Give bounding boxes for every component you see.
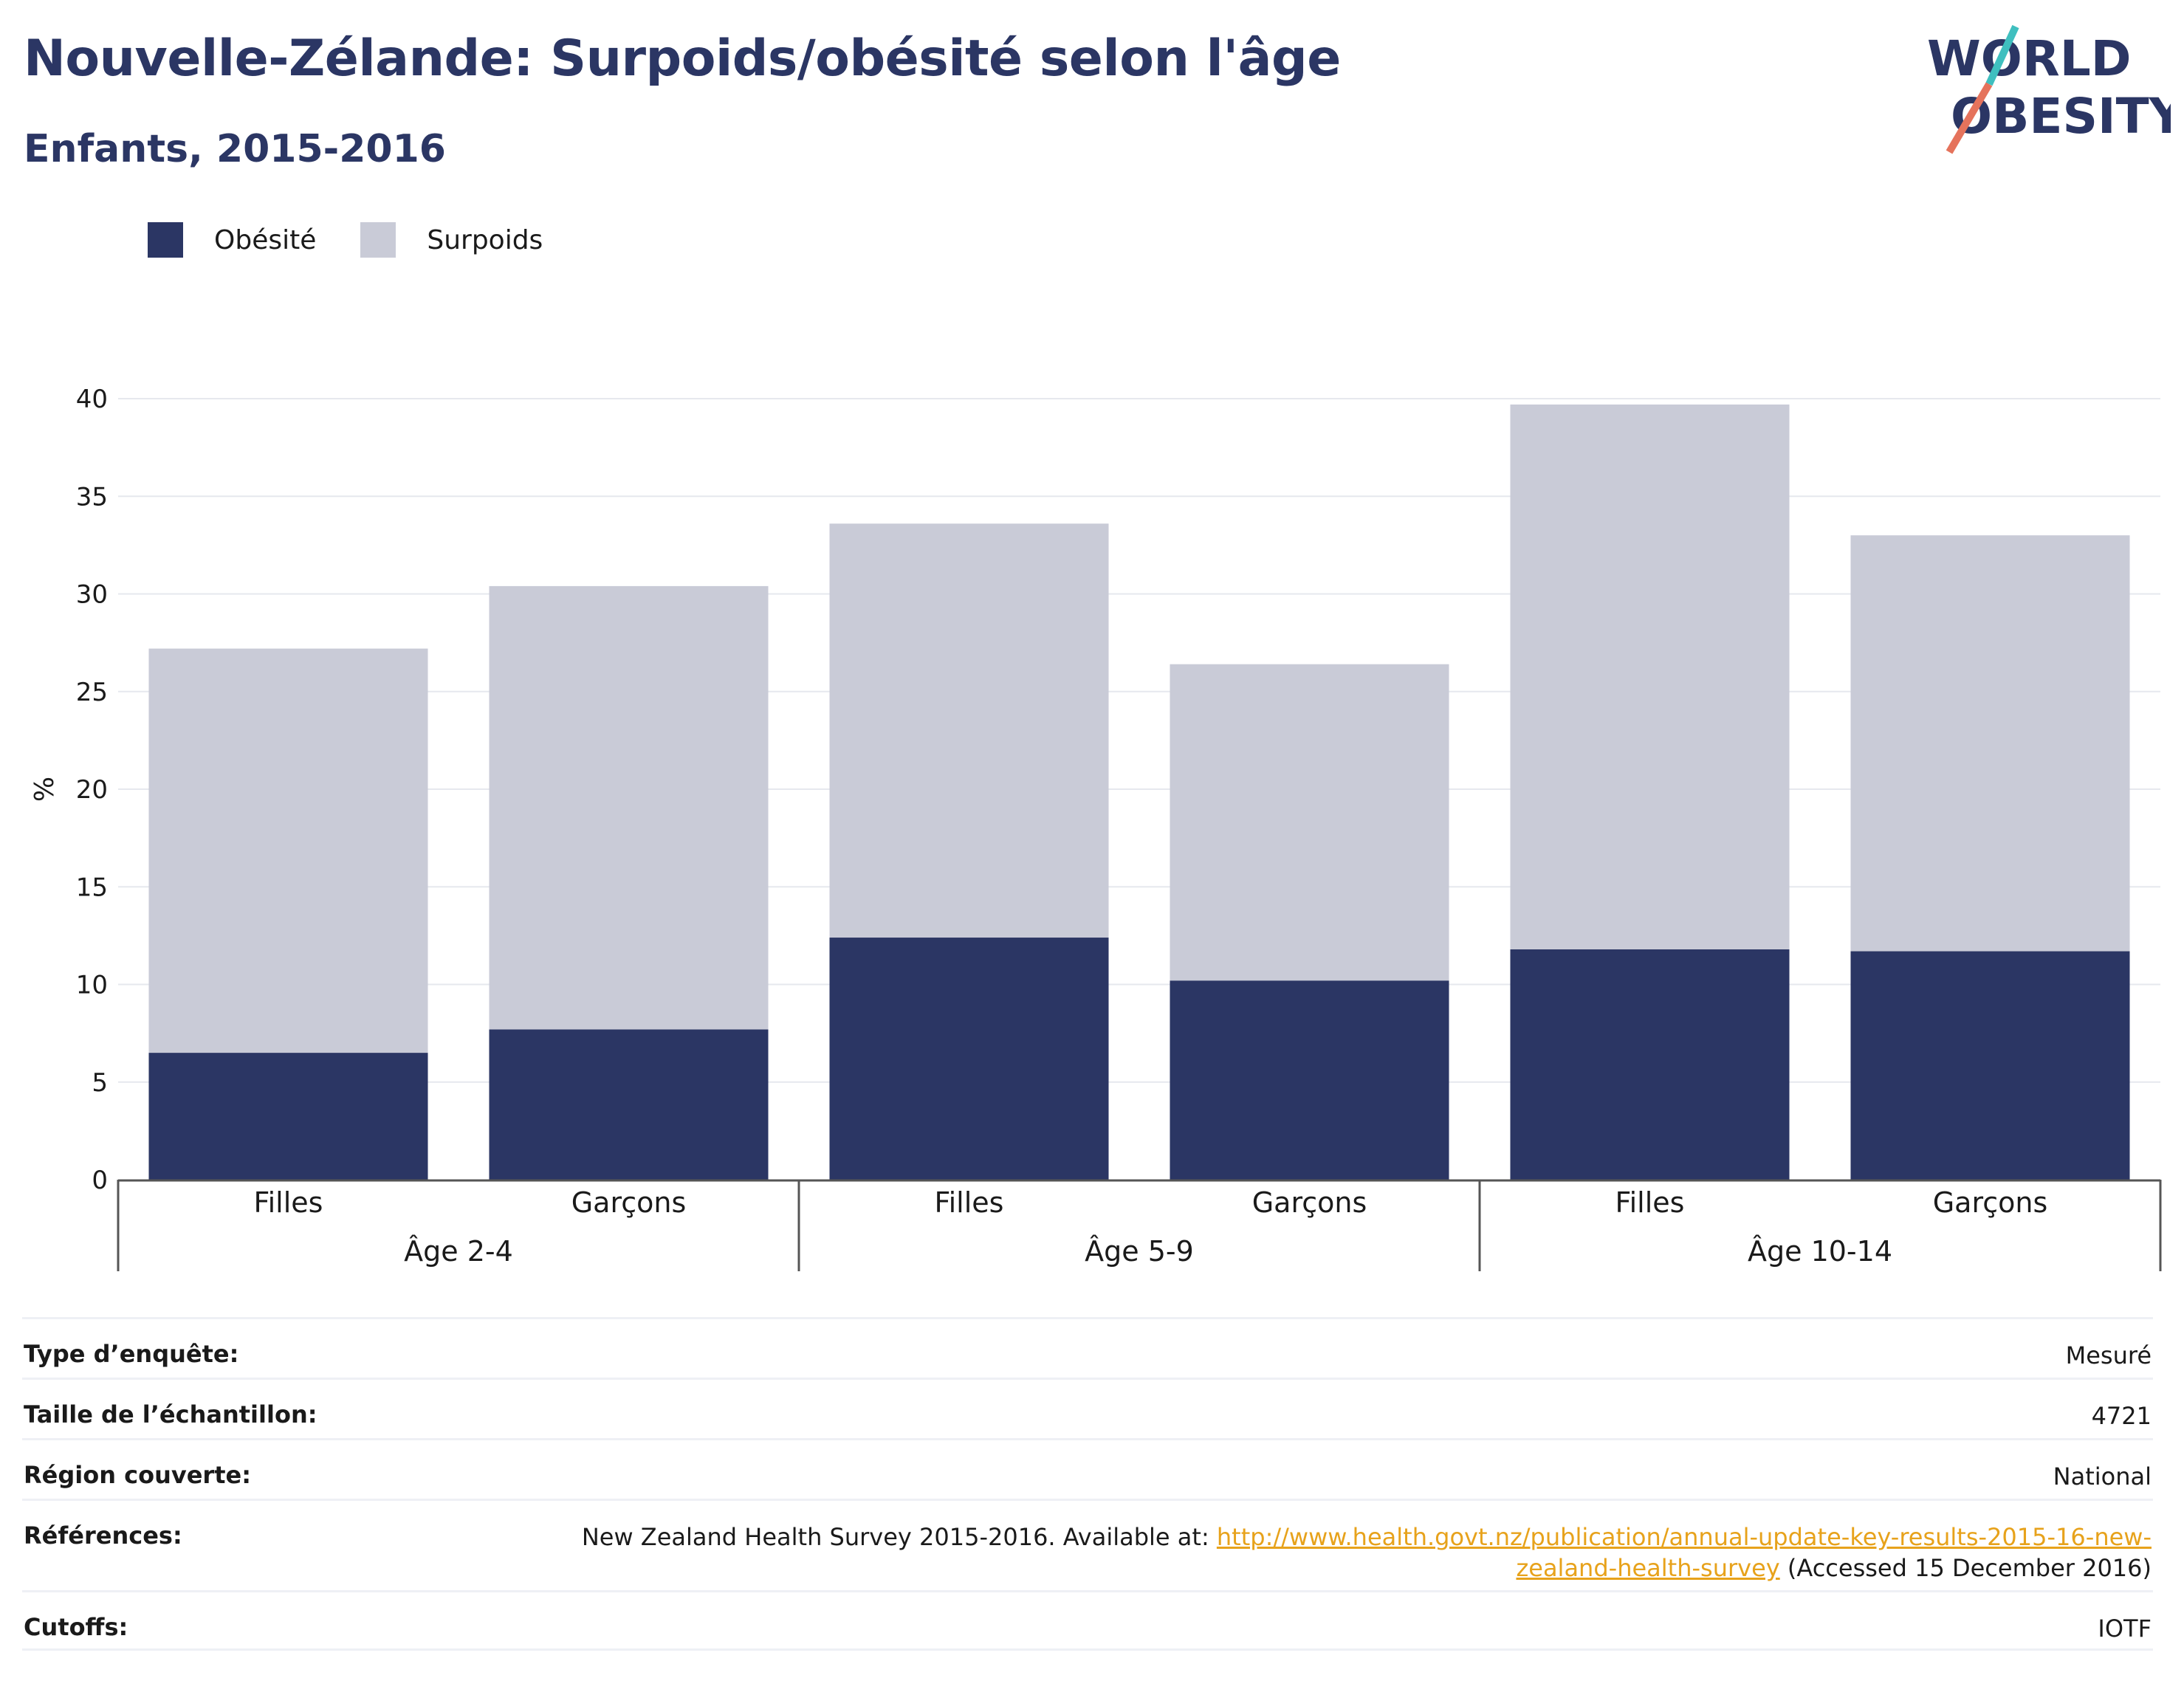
bar-surpoids — [1510, 404, 1790, 949]
legend-swatch-surpoids — [360, 222, 396, 258]
bar-surpoids — [829, 523, 1109, 938]
survey-info-table: Type d’enquête: Mesuré Taille de l’échan… — [22, 1317, 2153, 1651]
y-tick-label: 15 — [76, 873, 108, 902]
x-tick-label: Filles — [935, 1186, 1004, 1219]
references-accessed: (Accessed 15 December 2016) — [1779, 1554, 2152, 1582]
x-tick-label: Garçons — [1933, 1186, 2048, 1219]
world-obesity-logo: WORLD OBESITY — [1927, 24, 2171, 154]
legend-item-surpoids[interactable]: Surpoids — [360, 222, 543, 258]
bar-obesite — [489, 1029, 769, 1180]
chart-subtitle: Enfants, 2015-2016 — [24, 127, 446, 171]
info-key-references: Références: — [24, 1522, 182, 1550]
bar-surpoids — [489, 585, 769, 1030]
y-tick-label: 10 — [76, 971, 108, 1000]
legend-label-obesite: Obésité — [214, 224, 317, 255]
group-label: Âge 2-4 — [404, 1235, 513, 1268]
svg-text:OBESITY: OBESITY — [1951, 88, 2171, 145]
svg-text:WORLD: WORLD — [1927, 30, 2132, 87]
info-value-cutoffs: IOTF — [2098, 1615, 2152, 1643]
info-key-cutoffs: Cutoffs: — [24, 1613, 128, 1641]
info-value-survey-type: Mesuré — [2065, 1341, 2152, 1369]
stacked-bar-chart: 0 5 10 15 20 25 30 35 40% Filles Garçons Filles Garç… — [30, 385, 2162, 1271]
y-tick-label: 5 — [92, 1068, 108, 1098]
info-row-cutoffs: Cutoffs: IOTF — [22, 1590, 2153, 1651]
y-tick-label: 30 — [76, 580, 108, 610]
info-row-sample-size: Taille de l’échantillon: 4721 — [22, 1378, 2153, 1438]
info-key-region: Région couverte: — [24, 1461, 251, 1489]
bar-obesite — [829, 938, 1109, 1180]
legend-item-obesite[interactable]: Obésité — [148, 222, 316, 258]
x-tick-label: Garçons — [1252, 1186, 1367, 1219]
info-key-sample-size: Taille de l’échantillon: — [24, 1400, 317, 1428]
references-link[interactable]: http://www.health.govt.nz/publication/an… — [1216, 1523, 2152, 1582]
group-label: Âge 10-14 — [1748, 1235, 1892, 1268]
info-row-references: Références: New Zealand Health Survey 20… — [22, 1499, 2153, 1590]
references-text: New Zealand Health Survey 2015-2016. Ava… — [581, 1523, 1217, 1551]
bar-surpoids — [1850, 535, 2130, 952]
bar-obesite — [1850, 951, 2130, 1180]
info-value-references: New Zealand Health Survey 2015-2016. Ava… — [557, 1501, 2152, 1590]
x-tick-label: Garçons — [571, 1186, 687, 1219]
y-tick-label: 0 — [92, 1166, 108, 1195]
info-row-region: Région couverte: National — [22, 1438, 2153, 1499]
bar-obesite — [1510, 949, 1790, 1180]
x-tick-label: Filles — [254, 1186, 323, 1219]
info-row-survey-type: Type d’enquête: Mesuré — [22, 1317, 2153, 1378]
legend-swatch-obesite — [148, 222, 183, 258]
legend-label-surpoids: Surpoids — [427, 224, 543, 255]
info-value-sample-size: 4721 — [2091, 1402, 2152, 1430]
y-axis-label: % — [30, 777, 60, 802]
chart-legend: Obésité Surpoids — [148, 221, 587, 258]
info-value-region: National — [2053, 1462, 2152, 1491]
bar-obesite — [148, 1053, 428, 1180]
bar-surpoids — [1170, 664, 1449, 981]
y-tick-label: 35 — [76, 482, 108, 512]
y-tick-label: 25 — [76, 678, 108, 707]
y-tick-label: 20 — [76, 775, 108, 805]
info-key-survey-type: Type d’enquête: — [24, 1340, 239, 1368]
x-tick-label: Filles — [1615, 1186, 1685, 1219]
chart-title: Nouvelle-Zélande: Surpoids/obésité selon… — [24, 30, 1341, 88]
bar-surpoids — [148, 648, 428, 1053]
y-tick-label: 40 — [76, 385, 108, 414]
group-label: Âge 5-9 — [1085, 1235, 1194, 1268]
bar-obesite — [1170, 980, 1449, 1180]
